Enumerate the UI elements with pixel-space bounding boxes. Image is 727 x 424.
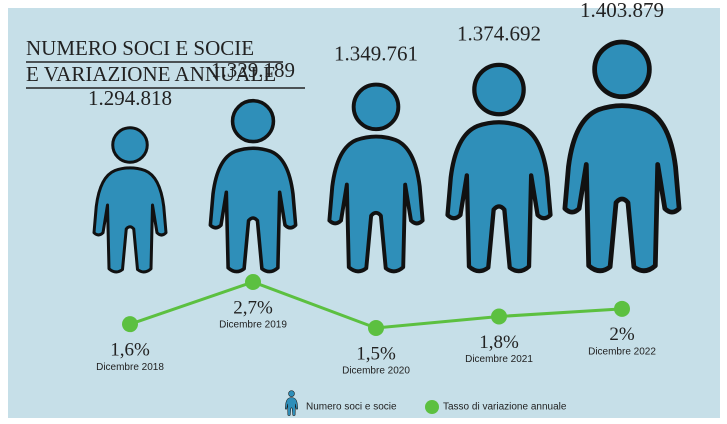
- value-label: 1.329.189: [211, 58, 295, 82]
- rate-point: [245, 274, 261, 290]
- person-head: [595, 42, 650, 97]
- legend-swatch: [425, 400, 439, 414]
- rate-label: 1,8%: [479, 332, 519, 353]
- value-label: 1.403.879: [580, 0, 664, 22]
- category-label: Dicembre 2021: [465, 354, 533, 365]
- chart-title: NUMERO SOCI E SOCIE: [26, 36, 254, 60]
- rate-label: 1,6%: [110, 340, 150, 361]
- rate-point: [122, 316, 138, 332]
- rate-label: 2%: [609, 324, 635, 345]
- value-label: 1.374.692: [457, 21, 541, 45]
- person-head: [289, 391, 295, 397]
- value-label: 1.349.761: [334, 41, 418, 65]
- person-head: [113, 128, 148, 163]
- category-label: Dicembre 2020: [342, 366, 410, 377]
- person-head: [474, 65, 523, 114]
- category-label: Dicembre 2018: [96, 362, 164, 373]
- category-label: Dicembre 2022: [588, 346, 656, 357]
- chart: NUMERO SOCI E SOCIE E VARIAZIONE ANNUALE…: [0, 0, 727, 424]
- rate-label: 1,5%: [356, 343, 396, 364]
- person-head: [233, 101, 274, 142]
- rate-label: 2,7%: [233, 297, 273, 318]
- legend-label: Tasso di variazione annuale: [443, 402, 567, 413]
- legend-label: Numero soci e socie: [306, 402, 397, 413]
- rate-point: [614, 301, 630, 317]
- value-label: 1.294.818: [88, 86, 172, 110]
- person-head: [354, 85, 399, 130]
- rate-point: [491, 309, 507, 325]
- category-label: Dicembre 2019: [219, 320, 287, 331]
- rate-point: [368, 320, 384, 336]
